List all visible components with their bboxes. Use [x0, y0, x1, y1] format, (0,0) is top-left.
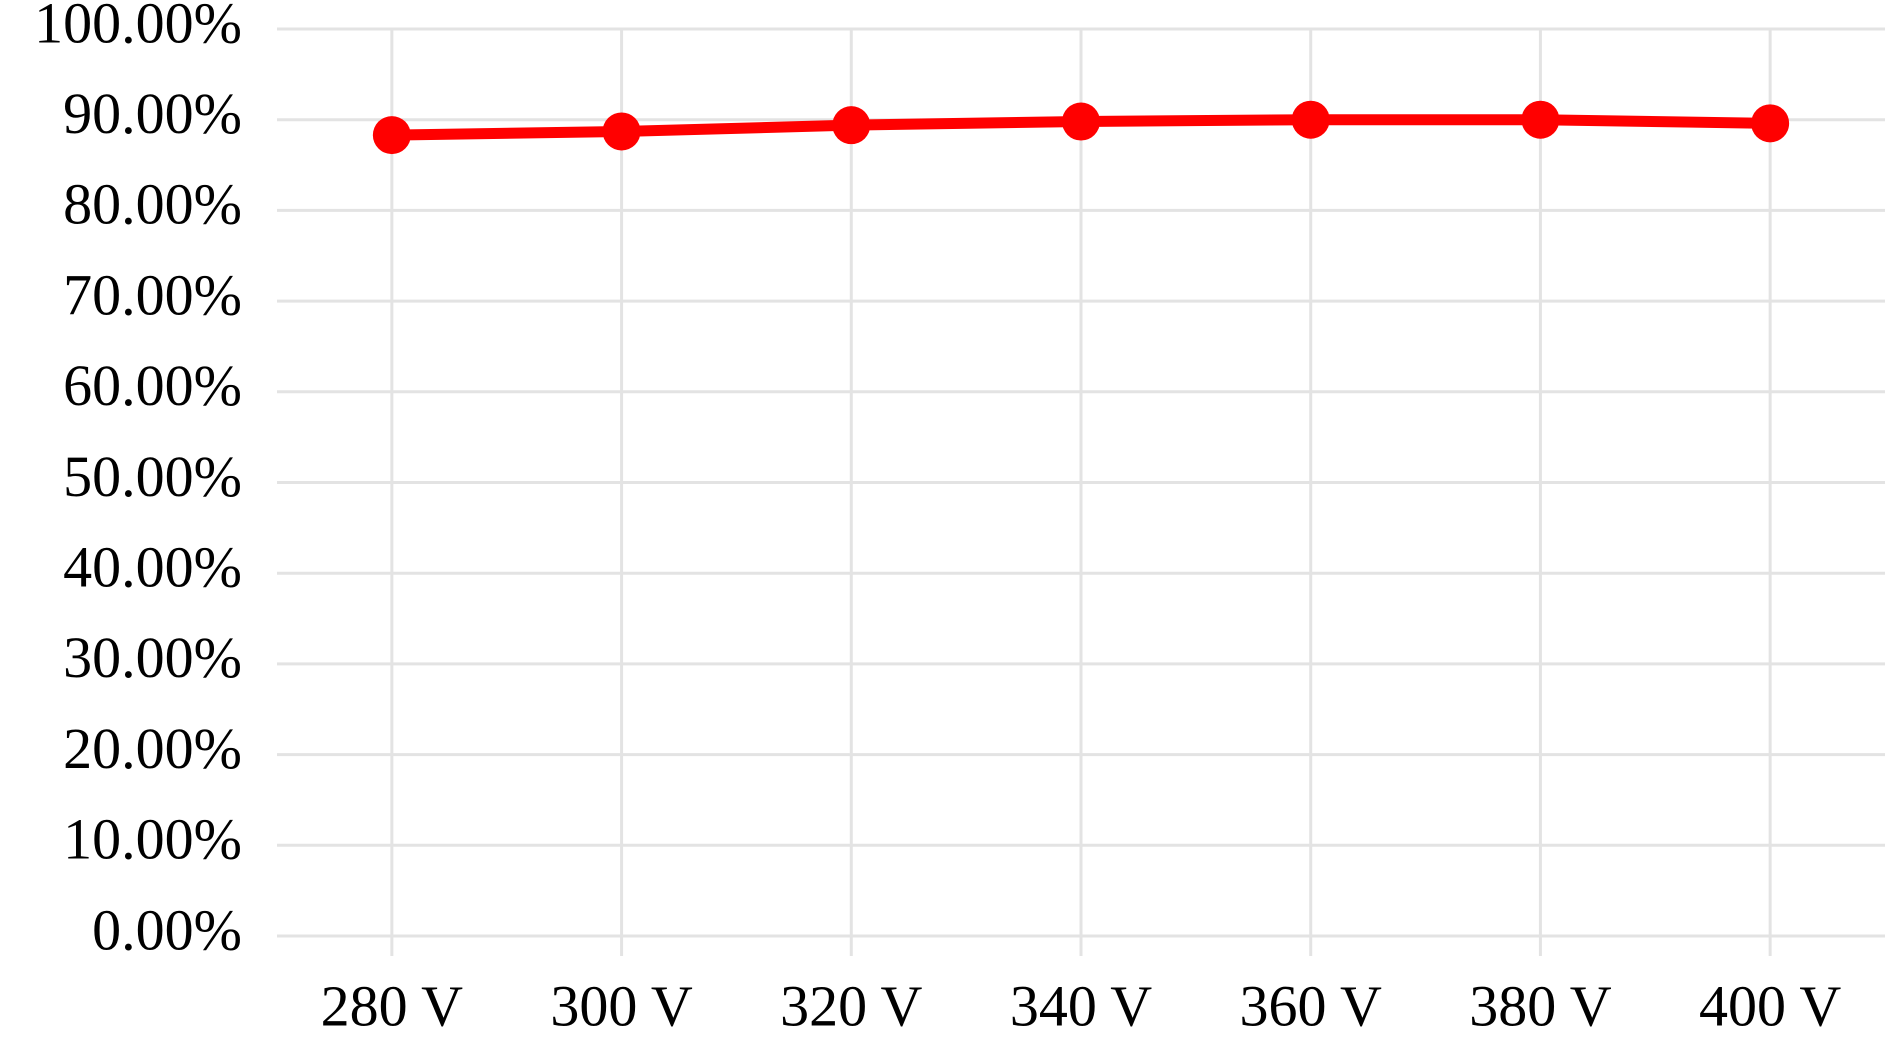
y-tick-label: 100.00% [34, 0, 242, 55]
x-tick-label: 340 V [1010, 973, 1152, 1038]
y-tick-label: 40.00% [63, 535, 242, 600]
data-point [1062, 102, 1100, 141]
y-tick-label: 70.00% [63, 262, 242, 327]
y-tick-label: 20.00% [63, 716, 242, 781]
data-point [1521, 100, 1560, 139]
data-point [1751, 104, 1790, 143]
data-point [1291, 100, 1330, 139]
y-tick-label: 90.00% [63, 81, 242, 146]
y-tick-label: 50.00% [63, 444, 242, 509]
x-tick-label: 280 V [321, 973, 463, 1038]
data-point [372, 116, 411, 155]
y-tick-label: 30.00% [63, 625, 242, 690]
y-tick-label: 10.00% [63, 807, 242, 872]
x-tick-label: 400 V [1699, 973, 1841, 1038]
y-tick-label: 80.00% [63, 172, 242, 237]
x-tick-label: 320 V [780, 973, 922, 1038]
y-tick-label: 60.00% [63, 353, 242, 418]
x-tick-label: 300 V [550, 973, 692, 1038]
data-point [602, 112, 641, 151]
data-point [832, 106, 871, 145]
x-tick-label: 380 V [1469, 973, 1611, 1038]
x-tick-label: 360 V [1240, 973, 1382, 1038]
y-tick-label: 0.00% [92, 897, 242, 962]
